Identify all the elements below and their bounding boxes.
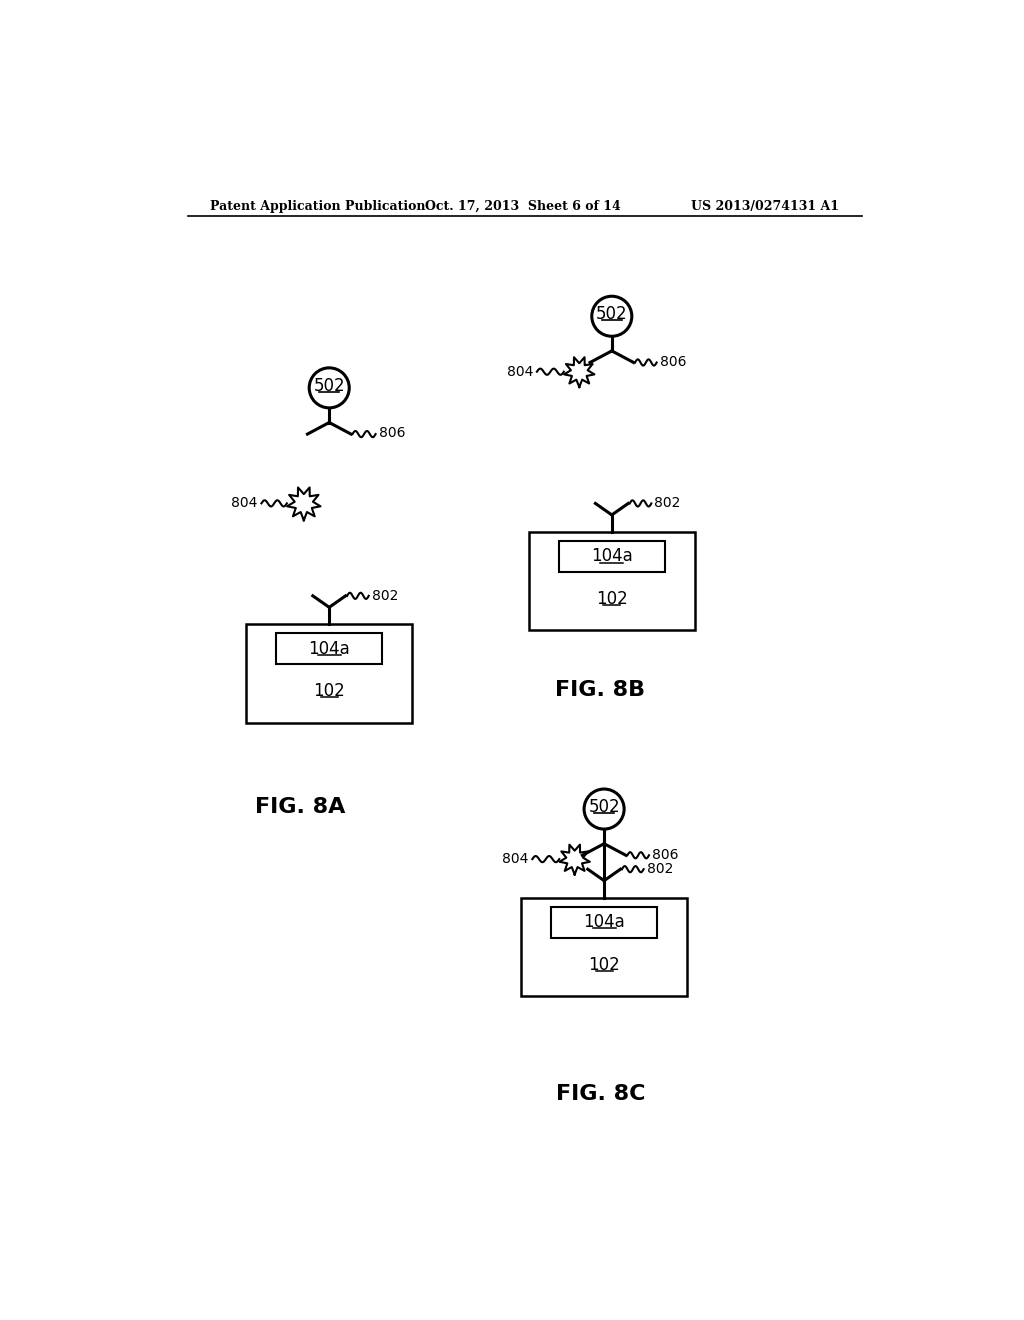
Bar — [559, 541, 665, 572]
Bar — [529, 532, 694, 631]
Text: FIG. 8A: FIG. 8A — [255, 797, 345, 817]
Text: 806: 806 — [659, 355, 686, 370]
Text: 804: 804 — [231, 496, 258, 511]
Text: 502: 502 — [596, 305, 628, 323]
Text: 104a: 104a — [308, 640, 350, 657]
Text: 806: 806 — [379, 426, 406, 441]
Bar — [247, 624, 412, 723]
Text: 802: 802 — [647, 862, 673, 876]
Bar — [276, 634, 382, 664]
Text: 102: 102 — [313, 682, 345, 701]
Text: FIG. 8B: FIG. 8B — [555, 680, 645, 700]
Bar — [521, 898, 687, 997]
Text: US 2013/0274131 A1: US 2013/0274131 A1 — [691, 199, 839, 213]
Text: 102: 102 — [588, 956, 620, 974]
Text: Patent Application Publication: Patent Application Publication — [210, 199, 425, 213]
Text: 804: 804 — [502, 853, 528, 866]
Text: 802: 802 — [372, 589, 398, 603]
Bar — [551, 907, 657, 937]
Text: 502: 502 — [313, 376, 345, 395]
Text: 802: 802 — [654, 496, 681, 511]
Text: 804: 804 — [507, 364, 534, 379]
Text: 502: 502 — [589, 797, 620, 816]
Text: 102: 102 — [596, 590, 628, 609]
Text: FIG. 8C: FIG. 8C — [555, 1084, 645, 1104]
Text: Oct. 17, 2013  Sheet 6 of 14: Oct. 17, 2013 Sheet 6 of 14 — [425, 199, 622, 213]
Text: 806: 806 — [652, 849, 679, 862]
Text: 104a: 104a — [584, 913, 625, 931]
Text: 104a: 104a — [591, 548, 633, 565]
